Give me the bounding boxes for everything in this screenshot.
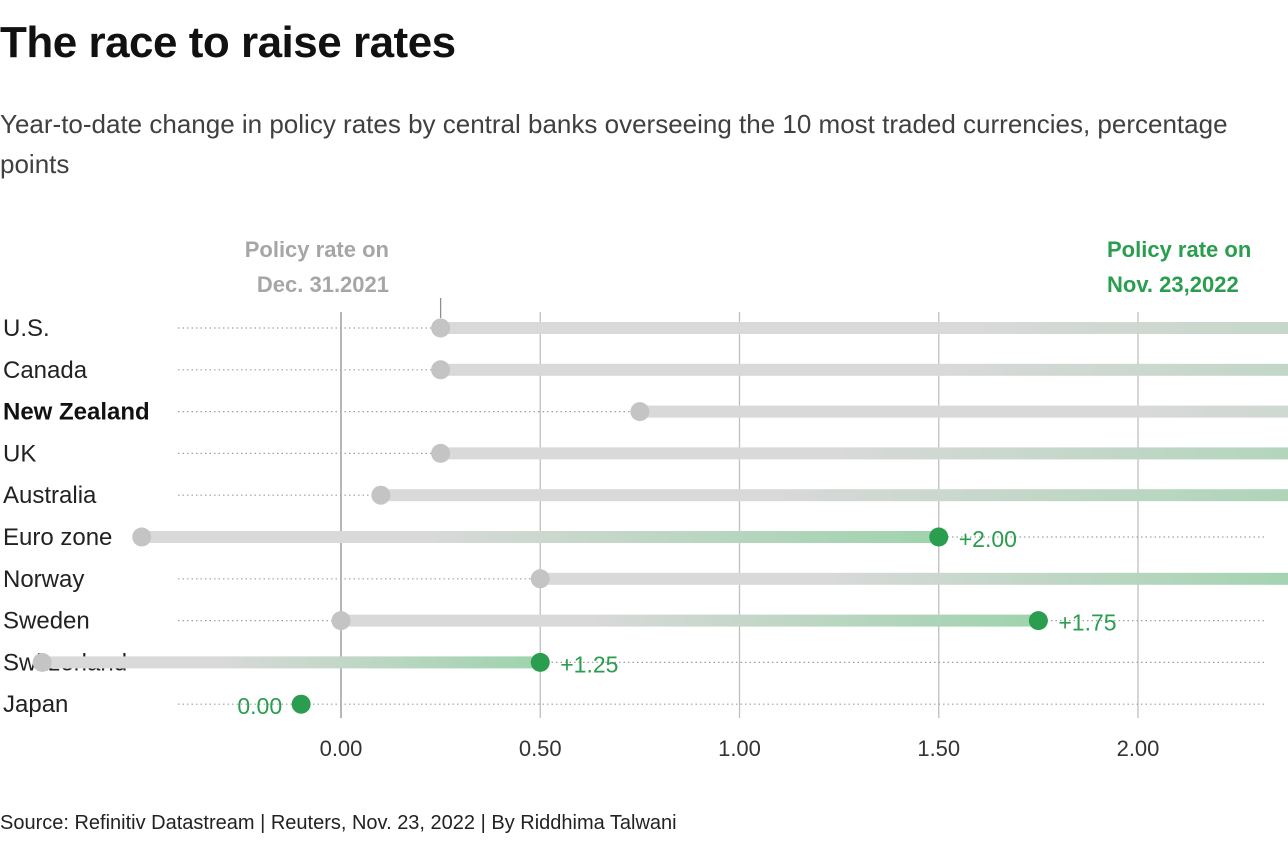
legend-old-line2: Dec. 31.2021 — [257, 272, 389, 297]
range-bar — [380, 489, 1288, 502]
legend-new-line2: Nov. 23,2022 — [1107, 272, 1239, 297]
range-bar — [440, 447, 1288, 460]
country-label: Sweden — [3, 608, 90, 635]
range-bar — [341, 614, 1039, 627]
range-bar — [540, 572, 1288, 585]
x-tick-label: 2.00 — [1117, 736, 1160, 761]
x-tick-label: 0.00 — [320, 736, 363, 761]
range-bar — [440, 322, 1288, 334]
country-label: U.S. — [3, 315, 50, 342]
end-rate-dot — [530, 652, 550, 672]
chart-subtitle: Year-to-date change in policy rates by c… — [0, 109, 1228, 179]
start-rate-dot — [431, 443, 451, 463]
country-label: Euro zone — [3, 524, 112, 551]
x-tick-label: 0.50 — [519, 736, 562, 761]
range-bar — [639, 405, 1288, 418]
start-rate-dot — [331, 611, 351, 631]
chart-title: The race to raise rates — [0, 18, 456, 67]
legend-new-line1: Policy rate on — [1107, 237, 1251, 262]
range-bar — [141, 531, 939, 543]
range-bar — [42, 656, 541, 669]
end-rate-dot — [291, 694, 311, 714]
country-label: New Zealand — [3, 399, 150, 426]
start-rate-dot — [32, 652, 52, 672]
range-bar — [440, 363, 1288, 376]
start-rate-dot — [431, 318, 451, 338]
country-label: UK — [3, 440, 36, 467]
country-label: Canada — [3, 357, 88, 384]
x-tick-label: 1.00 — [718, 736, 761, 761]
country-label: Australia — [3, 482, 97, 509]
start-rate-dot — [132, 527, 152, 547]
end-rate-dot — [1028, 611, 1048, 631]
start-rate-dot — [630, 402, 650, 422]
x-tick-label: 1.50 — [917, 736, 960, 761]
change-label: +1.75 — [1058, 610, 1116, 636]
country-label: Norway — [3, 566, 84, 593]
legend-old-line1: Policy rate on — [245, 237, 389, 262]
end-rate-dot — [929, 527, 949, 547]
change-label: 0.00 — [237, 693, 282, 719]
start-rate-dot — [371, 485, 391, 505]
change-label: +2.00 — [959, 526, 1017, 552]
start-rate-dot — [431, 360, 451, 380]
country-label: Japan — [3, 691, 68, 718]
start-rate-dot — [530, 569, 550, 589]
change-label: +1.25 — [560, 651, 618, 677]
source-note: Source: Refinitiv Datastream | Reuters, … — [0, 812, 677, 834]
